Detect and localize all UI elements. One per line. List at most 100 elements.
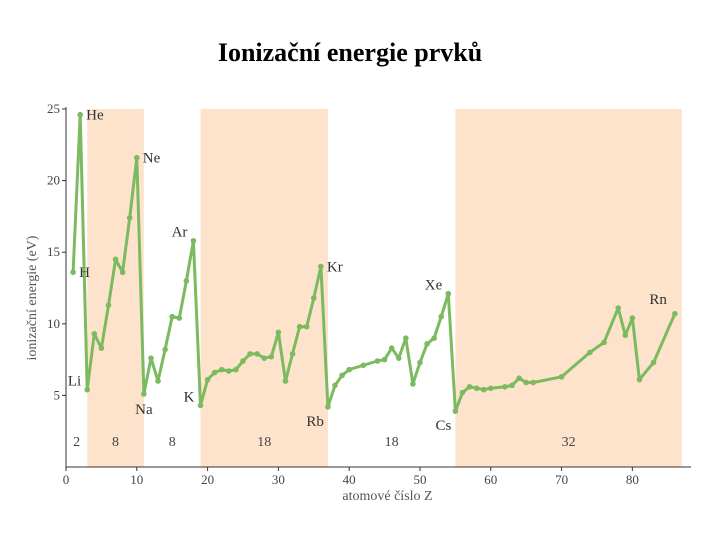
period-bands — [87, 109, 682, 467]
data-point — [325, 404, 331, 410]
y-tick-label: 5 — [54, 387, 61, 402]
period-label: 2 — [73, 435, 80, 450]
data-point — [218, 366, 225, 373]
data-point — [601, 339, 607, 346]
data-point — [289, 351, 296, 357]
data-point — [133, 154, 140, 161]
element-label-cs: Cs — [436, 418, 452, 434]
data-point — [466, 384, 473, 390]
data-point — [126, 215, 133, 221]
element-label-rn: Rn — [649, 292, 667, 308]
data-point — [91, 331, 98, 337]
data-point — [105, 302, 112, 308]
data-point — [84, 386, 91, 393]
y-tick-label: 20 — [47, 173, 60, 188]
data-point — [204, 376, 211, 383]
data-point — [445, 290, 452, 297]
x-tick-label: 20 — [201, 472, 214, 487]
data-point — [431, 335, 437, 341]
data-point — [148, 355, 154, 361]
y-tick-label: 10 — [47, 316, 60, 331]
data-point — [318, 263, 324, 270]
data-point — [155, 378, 161, 384]
data-point — [374, 358, 381, 364]
element-label-li: Li — [68, 374, 81, 390]
period-labels: 2 8 8 18 18 32 — [73, 435, 576, 450]
data-point — [530, 379, 537, 386]
data-point — [176, 315, 183, 321]
x-tick-label: 50 — [413, 472, 426, 487]
data-point — [169, 313, 175, 320]
data-point — [629, 315, 636, 321]
x-tick-label: 10 — [130, 472, 143, 487]
period-label: 18 — [257, 435, 271, 450]
data-point — [381, 356, 388, 363]
x-tick-label: 0 — [63, 472, 70, 487]
data-point — [417, 359, 423, 366]
data-point — [268, 353, 275, 360]
data-point — [558, 373, 565, 380]
data-point — [480, 386, 487, 393]
data-point — [636, 376, 643, 383]
data-point — [296, 323, 303, 330]
axes — [65, 107, 691, 468]
data-point — [452, 408, 459, 414]
x-tick-label: 60 — [484, 472, 497, 487]
data-point — [459, 389, 466, 396]
data-point — [162, 346, 168, 353]
chart-title: Ionizační energie prvků — [217, 38, 483, 67]
period-label: 8 — [169, 435, 176, 450]
data-point — [672, 310, 678, 317]
data-point — [70, 269, 76, 276]
x-tick-label: 40 — [343, 472, 356, 487]
data-point — [502, 384, 508, 390]
data-point — [410, 381, 416, 387]
data-point — [395, 355, 402, 361]
element-label-rb: Rb — [306, 414, 324, 430]
data-point — [98, 345, 105, 351]
period-band-2 — [455, 109, 682, 467]
data-point — [473, 385, 480, 392]
data-points — [70, 111, 678, 414]
data-point — [190, 237, 197, 244]
element-label-h: H — [79, 265, 90, 281]
data-point — [650, 359, 657, 366]
data-point — [516, 375, 522, 382]
element-label-xe: Xe — [425, 278, 443, 294]
data-point — [233, 366, 239, 373]
data-point — [77, 111, 83, 118]
y-axis-label: ionizační energie (eV) — [25, 235, 40, 360]
data-point — [247, 351, 253, 357]
data-point — [197, 402, 204, 409]
data-point — [183, 278, 190, 284]
tick-labels: 0 10 20 30 40 50 60 70 80 5 10 15 20 25 — [47, 101, 639, 487]
data-point — [141, 391, 147, 397]
x-tick-label: 80 — [626, 472, 639, 487]
element-label-kr: Kr — [327, 260, 343, 276]
data-point — [112, 256, 119, 263]
data-point — [332, 382, 338, 389]
element-label-na: Na — [135, 402, 153, 418]
data-point — [438, 313, 445, 320]
element-label-ar: Ar — [172, 225, 188, 241]
data-point — [261, 355, 268, 361]
x-axis-label: atomové číslo Z — [342, 489, 432, 504]
data-point — [509, 382, 515, 389]
y-tick-label: 15 — [47, 244, 60, 259]
data-point — [282, 378, 289, 384]
data-point — [523, 379, 529, 386]
element-labels: He Ne Ar Kr Xe Rn H Li Na K Rb Cs — [68, 108, 667, 434]
data-point — [346, 366, 352, 373]
data-point — [587, 349, 593, 356]
data-point — [211, 369, 218, 376]
data-point — [310, 295, 317, 301]
period-label: 18 — [385, 435, 399, 450]
data-point — [388, 345, 395, 351]
x-tick-label: 30 — [272, 472, 285, 487]
data-point — [360, 362, 367, 369]
data-point — [339, 372, 345, 379]
data-point — [622, 332, 629, 339]
element-label-he: He — [86, 108, 104, 124]
data-point — [303, 323, 310, 330]
